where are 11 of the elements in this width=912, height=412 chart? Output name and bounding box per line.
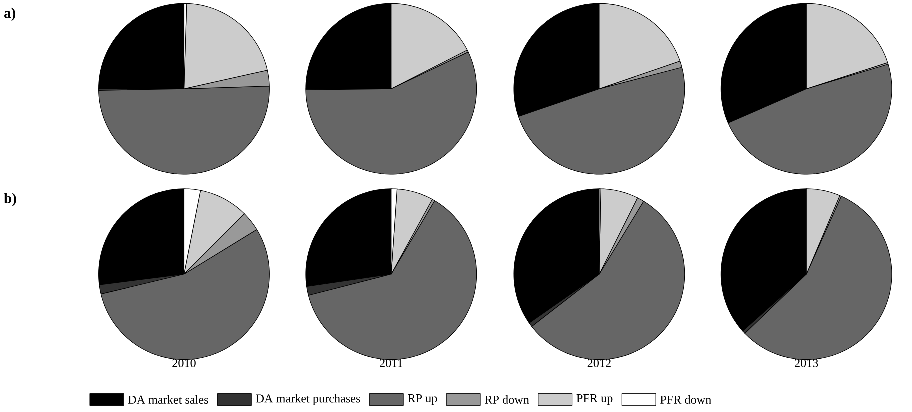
text: b) [4, 193, 16, 207]
text: 2012 [588, 359, 611, 368]
legend-label: RP down [485, 396, 530, 404]
legend-label: PFR down [660, 396, 712, 404]
legend-label: DA market purchases [256, 394, 360, 406]
text: 2010 [172, 359, 196, 368]
legend-label: PFR up [576, 394, 613, 406]
legend-label: DA market sales [128, 396, 208, 404]
legend-label: RP up [408, 394, 438, 406]
text: 2013 [795, 359, 818, 368]
text: a) [4, 8, 16, 22]
